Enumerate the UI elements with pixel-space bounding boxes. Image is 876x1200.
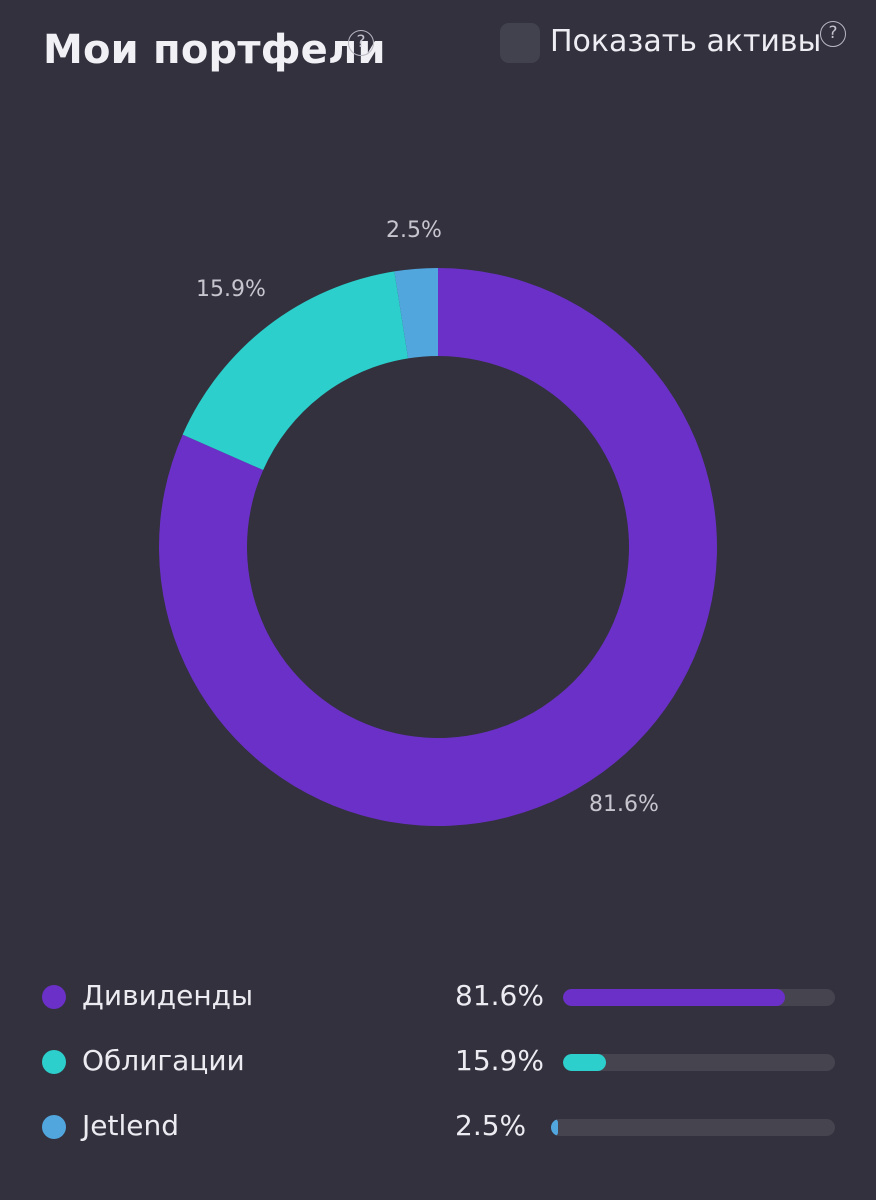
progress-bar	[551, 1119, 835, 1136]
legend-dot	[42, 1115, 66, 1139]
slice-label: 81.6%	[589, 792, 659, 817]
show-assets-label[interactable]: Показать активы	[550, 24, 822, 59]
legend-item-jetlend[interactable]: Jetlend 2.5%	[0, 1102, 876, 1152]
legend-item-bonds[interactable]: Облигации 15.9%	[0, 1037, 876, 1087]
help-icon[interactable]: ?	[348, 30, 374, 56]
donut-slice-2[interactable]	[182, 271, 409, 471]
legend-label: Jetlend	[82, 1109, 179, 1142]
legend-dot	[42, 985, 66, 1009]
legend-label: Облигации	[82, 1044, 245, 1077]
donut-slice-1[interactable]	[159, 268, 718, 827]
progress-bar-fill	[563, 1054, 607, 1071]
slice-label: 15.9%	[196, 277, 266, 302]
help-icon[interactable]: ?	[820, 21, 846, 47]
legend-value: 15.9%	[455, 1044, 544, 1077]
slice-label: 2.5%	[386, 218, 442, 243]
legend-value: 81.6%	[455, 979, 544, 1012]
legend-dot	[42, 1050, 66, 1074]
page-title: Мои портфели	[43, 27, 386, 73]
progress-bar	[563, 1054, 835, 1071]
legend-value: 2.5%	[455, 1109, 527, 1142]
progress-bar-fill	[563, 989, 785, 1006]
legend-item-dividends[interactable]: Дивиденды 81.6%	[0, 972, 876, 1022]
progress-bar-fill	[551, 1119, 559, 1136]
donut-chart: 81.6% 15.9% 2.5%	[159, 218, 718, 827]
show-assets-checkbox[interactable]	[500, 23, 540, 63]
progress-bar	[563, 989, 835, 1006]
donut-slice-3[interactable]	[394, 268, 438, 359]
legend-label: Дивиденды	[82, 979, 254, 1012]
